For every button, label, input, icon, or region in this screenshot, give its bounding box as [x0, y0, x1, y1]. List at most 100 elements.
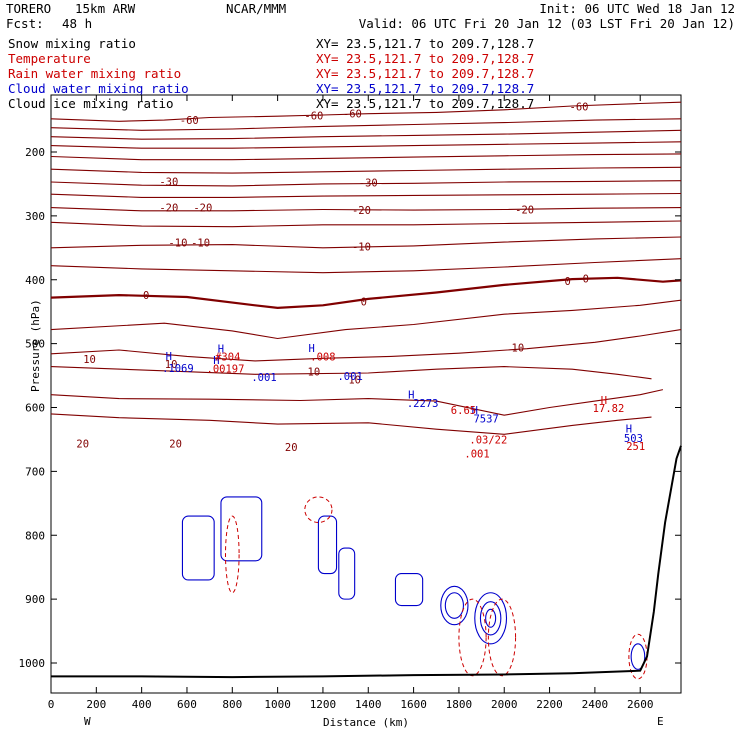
isotherm-label: -10 — [352, 242, 371, 254]
rain-contours — [224, 496, 648, 680]
isotherm-15 — [50, 366, 652, 380]
cloud-water-contour — [479, 601, 502, 636]
isotherm-label: 0 — [583, 273, 589, 285]
cloud-water-label: H — [218, 344, 224, 356]
legend-label: Cloud water mixing ratio — [8, 81, 189, 96]
x-tick-label: 1400 — [355, 698, 382, 711]
isotherm-label: -60 — [570, 102, 589, 114]
init-time: Init: 06 UTC Wed 18 Jan 12 — [539, 1, 735, 16]
isotherm-label: -30 — [359, 178, 378, 190]
x-tick-label: 1000 — [264, 698, 291, 711]
cloud-water-label: .001 — [251, 372, 276, 384]
y-tick-label: 300 — [25, 210, 45, 223]
rain-label: .00197 — [207, 364, 245, 376]
x-tick-label: 2600 — [627, 698, 654, 711]
isotherm-label: -20 — [352, 205, 371, 217]
isotherm-20 — [50, 389, 664, 416]
isotherm--10 — [50, 236, 682, 249]
isotherm-label: 20 — [285, 442, 298, 454]
isotherm--25 — [50, 192, 682, 198]
isotherm-label: -20 — [193, 203, 212, 215]
isotherm--35 — [50, 166, 682, 174]
x-tick-label: 2400 — [582, 698, 609, 711]
isotherm--45 — [50, 141, 682, 149]
legend-label: Rain water mixing ratio — [8, 66, 181, 81]
rain-contour — [224, 515, 240, 594]
isotherm-label: -20 — [159, 203, 178, 215]
rain-label: .001 — [464, 448, 489, 460]
rain-label: H — [601, 395, 607, 407]
isotherm-label: -60 — [180, 115, 199, 127]
rain-contour — [458, 598, 487, 677]
isotherm--40 — [50, 153, 682, 161]
cloud-water-label: H — [472, 405, 478, 417]
isotherm--50 — [50, 129, 682, 140]
cloud-water-contour — [220, 496, 263, 562]
contour-labels: -60 -60 -60 -60 -30 -30 -20 -20 -20 -20 -10 -10 -10 0… — [76, 102, 645, 461]
legend-label: Snow mixing ratio — [8, 36, 136, 51]
cloud-water-contour — [630, 643, 646, 670]
x-axis-label: Distance (km) — [323, 716, 409, 729]
isotherm-label: -10 — [191, 238, 210, 250]
x-axis-east-label: E — [657, 715, 664, 728]
plot-frame — [50, 94, 682, 694]
isotherm-label: 20 — [169, 438, 182, 450]
x-tick-label: 1600 — [400, 698, 427, 711]
rain-contour — [304, 496, 333, 523]
x-tick-label: 400 — [132, 698, 152, 711]
x-tick-label: 1800 — [446, 698, 473, 711]
cloud-water-label: H — [626, 424, 632, 436]
cloud-water-contour — [338, 547, 356, 600]
isotherm--55 — [50, 118, 682, 131]
cloud-water-contour — [474, 592, 508, 645]
cloud-water-contour — [317, 515, 338, 575]
isotherm-5 — [50, 299, 682, 340]
terrain-line — [51, 445, 682, 679]
x-axis-west-label: W — [84, 715, 91, 728]
organization: NCAR/MMM — [226, 1, 286, 16]
x-tick-label: 0 — [48, 698, 55, 711]
rain-label: #304 — [215, 351, 240, 363]
forecast-label: Fcst: — [6, 16, 44, 31]
y-tick-label: 400 — [25, 274, 45, 287]
rain-label: .008 — [310, 351, 335, 363]
isotherm--5 — [50, 258, 682, 274]
cloud-water-contour — [440, 585, 469, 626]
temperature-isotherms — [50, 101, 682, 435]
isotherm-label: -60 — [304, 111, 323, 123]
cloud-water-label: 503 — [624, 433, 643, 445]
x-tick-label: 600 — [177, 698, 197, 711]
x-tick-label: 200 — [86, 698, 106, 711]
legend-xy: XY= 23.5,121.7 to 209.7,128.7 — [316, 51, 534, 66]
rain-contour — [487, 598, 517, 677]
x-tick-label: 1200 — [310, 698, 337, 711]
isotherm-10 — [50, 329, 682, 362]
model-name: TORERO — [6, 1, 51, 16]
cloud-water-contour — [485, 608, 497, 628]
isotherm-25 — [50, 413, 652, 435]
legend-xy: XY= 23.5,121.7 to 209.7,128.7 — [316, 81, 534, 96]
isotherm-label: -60 — [343, 109, 362, 121]
legend-xy: XY= 23.5,121.7 to 209.7,128.7 — [316, 36, 534, 51]
y-tick-label: 1000 — [19, 657, 46, 670]
isotherm-label: -10 — [168, 238, 187, 250]
legend-label: Cloud ice mixing ratio — [8, 96, 174, 111]
isotherm--30 — [50, 180, 682, 187]
legend-xy: XY= 23.5,121.7 to 209.7,128.7 — [316, 96, 534, 111]
isotherm-label: 0 — [143, 290, 149, 302]
cloud-water-contours — [181, 496, 646, 670]
rain-label: 6.65 — [451, 405, 476, 417]
rain-label: .03/22 — [469, 434, 507, 446]
x-tick-label: 800 — [222, 698, 242, 711]
cloud-water-label: .001 — [337, 371, 362, 383]
isotherm--15 — [50, 220, 682, 228]
x-tick-label: 2200 — [536, 698, 563, 711]
isotherm-label: 20 — [76, 438, 89, 450]
isotherm-label: -20 — [515, 204, 534, 216]
rain-label: 17.82 — [593, 403, 625, 415]
y-tick-label: 700 — [25, 465, 45, 478]
terrain-surface — [51, 445, 682, 679]
cloud-water-label: H — [308, 343, 314, 355]
